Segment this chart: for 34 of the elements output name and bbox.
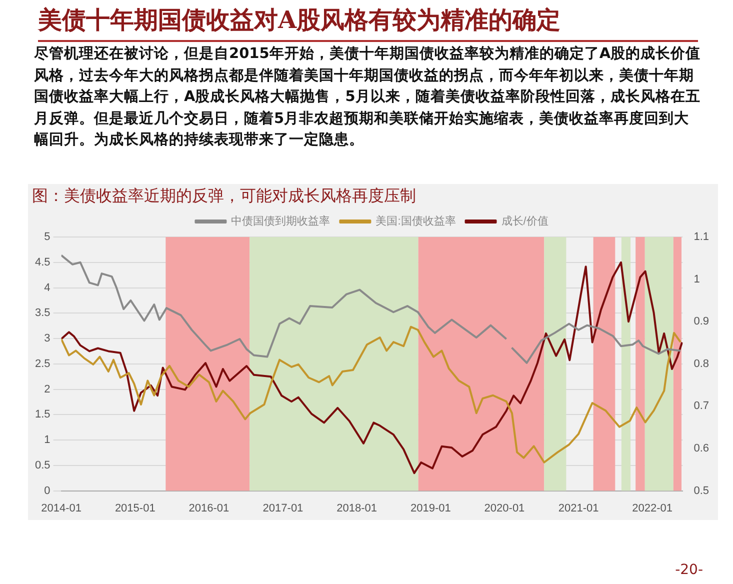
y-tick-label: 4.5 (34, 256, 50, 268)
y2-tick-label: 0.5 (694, 484, 710, 497)
x-tick-label: 2022-01 (632, 502, 673, 514)
x-tick-label: 2020-01 (484, 502, 525, 514)
y-tick-label: 0 (44, 484, 50, 497)
y2-tick-label: 0.8 (694, 358, 710, 370)
x-tick-label: 2018-01 (336, 502, 378, 514)
y2-tick-label: 0.7 (694, 400, 710, 412)
x-tick-label: 2014-01 (41, 502, 82, 514)
y-tick-label: 5 (44, 231, 50, 244)
legend-label: 美国:国债收益率 (376, 214, 456, 228)
text: -20- (675, 562, 703, 578)
x-tick-label: 2021-01 (558, 502, 599, 514)
y-tick-label: 1 (44, 434, 50, 446)
y-tick-label: 4 (44, 282, 50, 294)
chart-title: 美债十年期国债收益对A股风格有较为精准的确定 (38, 4, 698, 42)
x-tick-label: 2019-01 (410, 502, 451, 514)
chart-subtitle: 图：美债收益率近期的反弹，可能对成长风格再度压制 (32, 186, 416, 207)
y-tick-label: 2.5 (34, 358, 50, 370)
y2-tick-label: 0.9 (694, 316, 710, 328)
y2-tick-label: 1 (694, 273, 700, 286)
y-tick-label: 1.5 (34, 408, 50, 421)
y-tick-label: 2 (44, 383, 50, 396)
x-tick-label: 2016-01 (188, 502, 230, 514)
legend-label: 成长/价值 (501, 214, 548, 228)
y2-tick-label: 0.6 (694, 442, 710, 455)
legend-label: 中债国债到期收益率 (231, 214, 330, 228)
x-tick-label: 2017-01 (262, 502, 304, 514)
y-tick-label: 0.5 (34, 459, 50, 472)
y-tick-label: 3 (44, 332, 50, 345)
x-tick-label: 2015-01 (114, 502, 156, 514)
text: 尽管机理还在被讨论，但是自2015年开始，美债十年期国债收益率较为精准的确定了A股的成长价值风格，过去今年大的风格拐点都是伴随着美国十年期国债收益的拐点，而今年年初以来，美债十年期国债收益率大幅上行，A股成长风格大幅抛售，5月以来，随着美债收益率阶段性回落，成长风格在五月反弹。但是最近几个交易日，随着5月非农超预期和美联储开始实施缩表，美债收益率再度回到大幅回升。为成长风格的持续表现带来了一定隐患。 (34, 44, 702, 150)
y2-tick-label: 1.1 (694, 231, 710, 244)
y-tick-label: 3.5 (34, 307, 50, 320)
